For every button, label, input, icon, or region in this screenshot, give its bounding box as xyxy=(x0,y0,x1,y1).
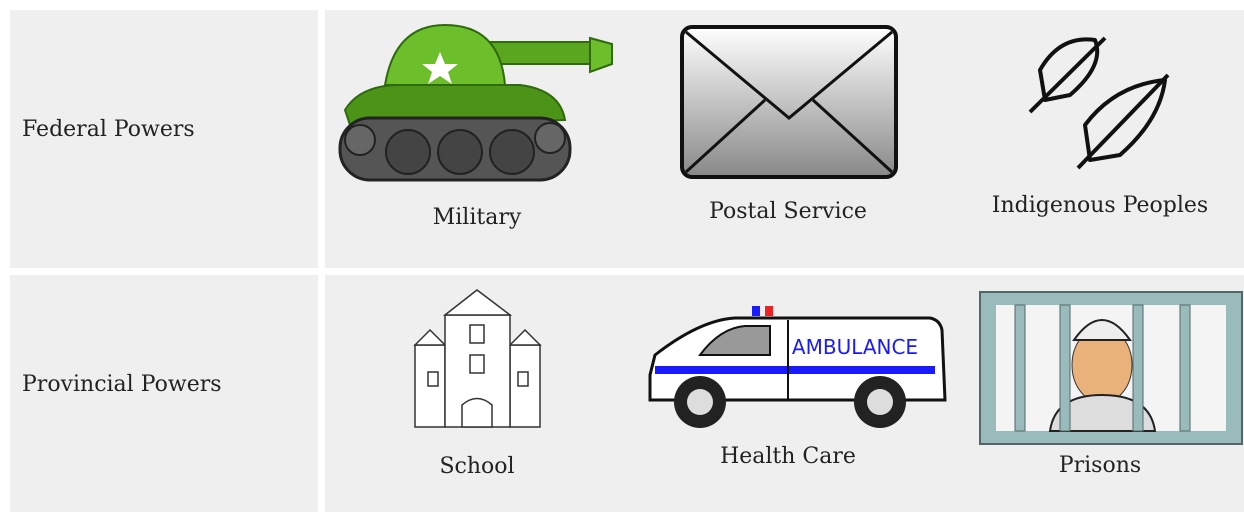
item-caption: Health Care xyxy=(720,444,856,469)
item-caption: Postal Service xyxy=(709,199,867,224)
item-caption: Military xyxy=(432,205,522,230)
item-caption: Indigenous Peoples xyxy=(991,193,1209,218)
ambulance-text: AMBULANCE xyxy=(792,335,918,359)
school-icon xyxy=(413,289,542,428)
row-header-cell xyxy=(10,275,318,512)
row-label: Federal Powers xyxy=(22,117,195,142)
prison-icon xyxy=(979,291,1243,445)
envelope-icon xyxy=(680,25,898,179)
item-caption: Prisons xyxy=(1058,453,1142,478)
item-caption: School xyxy=(439,454,515,479)
row-label: Provincial Powers xyxy=(22,372,222,397)
row-header-cell xyxy=(10,10,318,268)
tank-icon xyxy=(338,23,613,182)
ambulance-icon: AMBULANCE xyxy=(648,306,947,428)
feathers-icon xyxy=(1028,36,1170,170)
